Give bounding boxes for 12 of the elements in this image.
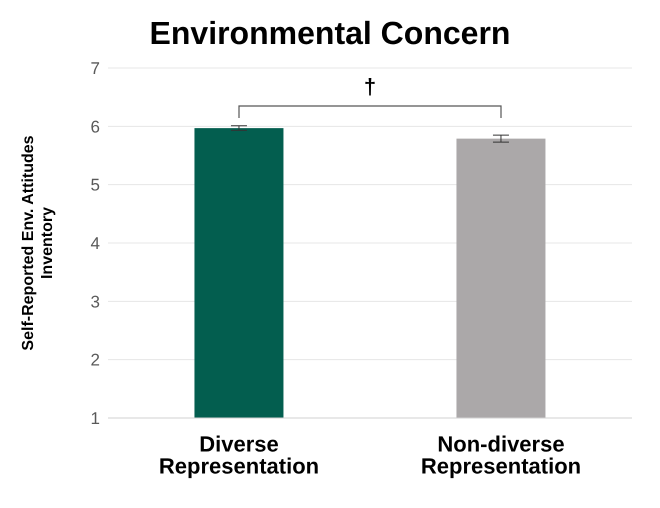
y-tick-label: 4 — [90, 234, 100, 254]
y-axis-title: Self-Reported Env. Attitudes Inventory — [19, 134, 57, 353]
y-tick-label: 6 — [90, 117, 100, 136]
chart-title: Environmental Concern — [148, 14, 512, 53]
annotation: † — [362, 74, 378, 100]
x-tick-label: Diverse Representation — [158, 432, 320, 479]
x-tick-label: Non-diverse Representation — [420, 432, 582, 479]
y-tick-label: 7 — [90, 59, 100, 78]
y-tick-label: 5 — [90, 176, 100, 195]
y-tick-label: 2 — [90, 350, 100, 370]
y-tick-label: 1 — [90, 409, 100, 428]
y-tick-label: 3 — [90, 292, 100, 312]
